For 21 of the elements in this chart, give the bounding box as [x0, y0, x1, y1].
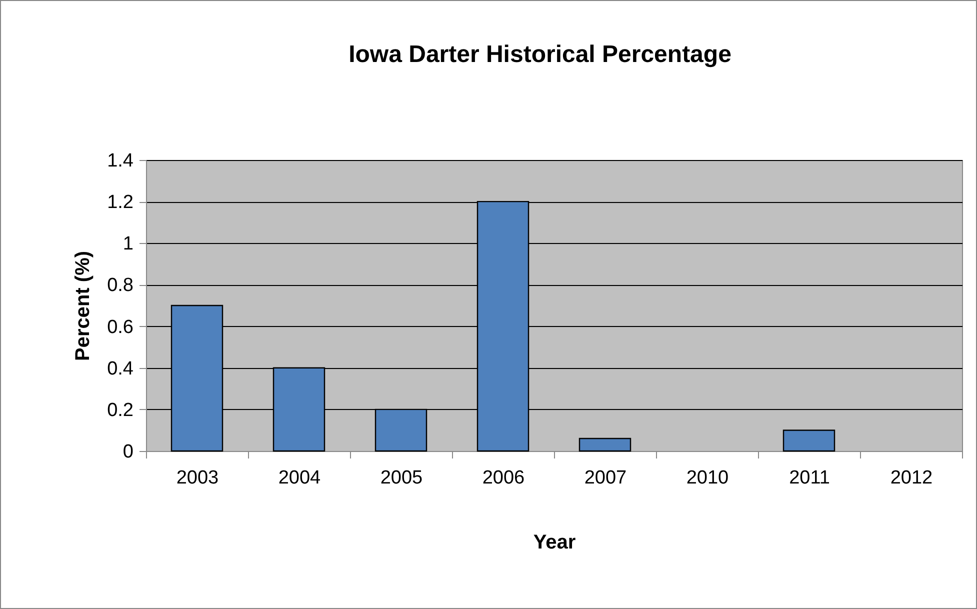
x-tick-label: 2010: [686, 468, 729, 488]
y-tick-label: 1.2: [107, 192, 134, 214]
y-tick-label: 0.6: [107, 316, 134, 338]
y-axis-title: Percent (%): [72, 250, 94, 362]
x-tick-label: 2006: [482, 468, 525, 488]
x-tick-label: 2011: [789, 468, 830, 488]
x-tick-label: 2012: [890, 468, 933, 488]
y-tick-label: 0.4: [107, 358, 134, 380]
x-axis-title: Year: [533, 532, 576, 554]
bar: [782, 430, 836, 452]
x-tick-label: 2003: [176, 468, 219, 488]
y-tick-label: 0.2: [107, 400, 134, 421]
x-tick-label: 2007: [584, 468, 627, 488]
chart-title: Iowa Darter Historical Percentage: [348, 41, 732, 68]
y-tick-label: 0: [122, 442, 134, 462]
y-tick-label: 1: [122, 234, 134, 255]
x-tick-label: 2005: [380, 468, 423, 488]
y-tick-label: 0.8: [107, 275, 134, 296]
x-tick-label: 2004: [278, 468, 322, 488]
bar: [578, 438, 632, 452]
y-tick-label: 1.4: [107, 150, 134, 172]
